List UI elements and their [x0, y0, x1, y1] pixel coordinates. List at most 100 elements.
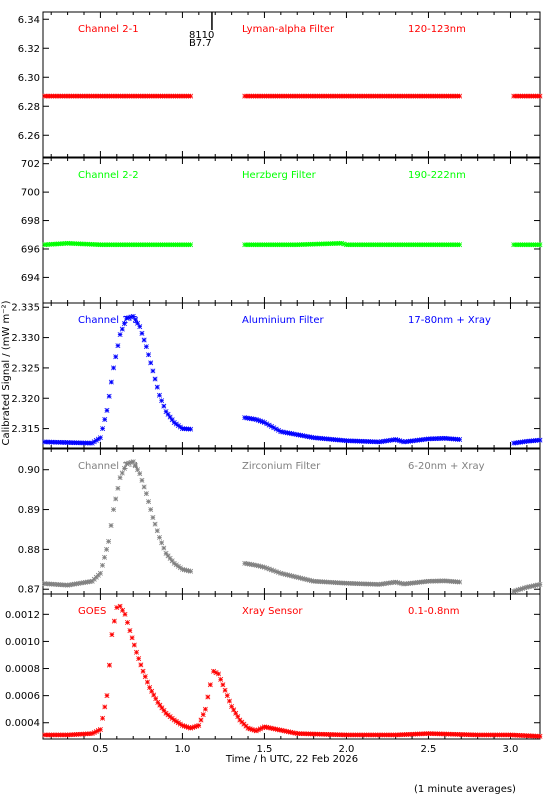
data-point [296, 731, 302, 737]
data-point [434, 731, 440, 737]
data-point [410, 242, 416, 248]
data-point [401, 93, 407, 99]
y-tick-label: 700 [21, 188, 40, 199]
y-tick-label: 2.315 [11, 424, 40, 435]
data-point [298, 575, 304, 581]
data-point [264, 724, 270, 730]
data-point [321, 241, 327, 247]
data-point [111, 507, 117, 513]
data-point [370, 732, 376, 738]
data-point [44, 439, 50, 445]
panel-header-label: 6-20nm + Xray [408, 461, 485, 472]
data-point [73, 93, 79, 99]
data-point [287, 572, 293, 578]
data-point [104, 693, 110, 699]
data-point [127, 242, 132, 248]
data-point [450, 731, 456, 737]
data-point [135, 242, 141, 248]
data-point [99, 562, 105, 568]
data-point [319, 93, 325, 99]
data-point [62, 439, 68, 445]
data-point [417, 242, 423, 248]
y-tick-label: 6.34 [18, 15, 40, 26]
data-point [303, 731, 309, 737]
data-point [428, 93, 434, 99]
data-point [131, 93, 137, 99]
data-point [120, 607, 126, 613]
data-point [46, 93, 52, 99]
data-point [102, 242, 108, 248]
data-point [366, 93, 372, 99]
data-point [441, 93, 447, 99]
data-point [104, 546, 110, 552]
data-point [106, 93, 112, 99]
data-point [198, 717, 204, 723]
data-point [148, 507, 154, 513]
data-point [426, 242, 432, 248]
data-point [355, 242, 361, 248]
data-point [421, 93, 427, 99]
data-point [415, 93, 421, 99]
data-point [517, 586, 523, 592]
data-point [423, 579, 429, 584]
data-point [335, 732, 340, 738]
plot-frame [42, 593, 541, 740]
data-point [113, 242, 119, 248]
panel-header-label: Herzberg Filter [242, 170, 317, 181]
data-point [381, 438, 387, 444]
data-point [78, 580, 84, 586]
data-point [403, 439, 409, 445]
data-point [138, 93, 144, 99]
data-point [89, 93, 94, 99]
plot-frame [42, 11, 541, 158]
x-tick-label: 2.0 [338, 744, 354, 755]
data-point [537, 93, 543, 99]
data-point [304, 433, 310, 439]
data-point [440, 435, 446, 441]
data-point [446, 93, 452, 99]
data-point [273, 569, 279, 575]
data-point [326, 93, 332, 99]
data-point [102, 704, 108, 710]
data-point [430, 93, 436, 99]
data-point [368, 732, 374, 738]
data-point [452, 93, 458, 99]
data-point [279, 727, 285, 733]
data-point [147, 685, 153, 690]
data-point [406, 93, 412, 99]
data-point [89, 731, 95, 737]
data-point [404, 242, 410, 248]
data-point [521, 733, 527, 739]
data-point [397, 438, 403, 444]
data-point [244, 415, 250, 421]
data-point [121, 465, 127, 471]
data-point [510, 732, 516, 738]
data-point [379, 93, 385, 99]
data-point [64, 93, 70, 99]
data-point [106, 662, 112, 668]
data-point [192, 724, 198, 730]
data-point [249, 416, 255, 422]
data-point [357, 93, 363, 99]
data-point [515, 587, 521, 593]
data-point [507, 732, 513, 738]
data-point [381, 93, 387, 99]
data-point [100, 426, 106, 432]
data-point [397, 242, 403, 248]
data-point [301, 731, 307, 737]
panel-header-label: 190-222nm [408, 170, 466, 181]
data-point [114, 605, 120, 611]
data-point [53, 241, 59, 247]
data-point [60, 93, 65, 99]
data-point [167, 555, 173, 561]
data-point [104, 407, 110, 413]
data-point [443, 242, 449, 248]
data-point [280, 571, 286, 577]
data-point [317, 93, 323, 99]
data-point [246, 561, 252, 567]
data-point [439, 731, 445, 737]
data-point [437, 242, 443, 248]
data-point [433, 436, 438, 442]
data-point [253, 417, 259, 422]
data-point [386, 732, 392, 738]
